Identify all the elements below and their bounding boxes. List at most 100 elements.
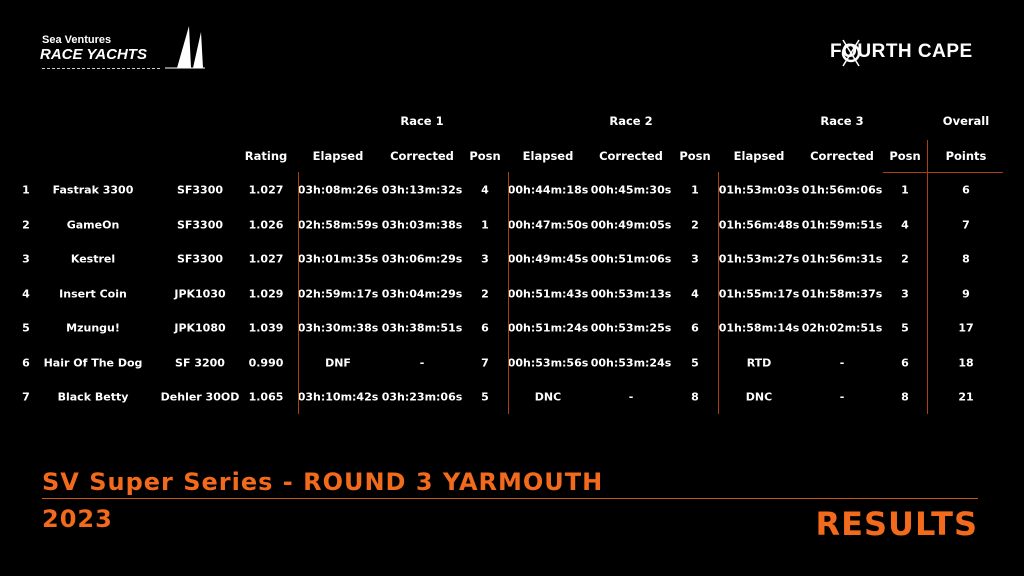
cell-r1-elapsed: 02h:59m:17s	[297, 287, 379, 301]
cell-r3-posn: 4	[901, 218, 909, 232]
compass-icon	[841, 39, 861, 67]
results-label: RESULTS	[815, 505, 978, 543]
cell-boat-name: GameOn	[66, 218, 120, 232]
cell-r2-elapsed: DNC	[534, 390, 562, 404]
cell-r3-elapsed: RTD	[746, 356, 772, 370]
points-header-divider	[883, 172, 1003, 173]
cell-boat-name: Black Betty	[57, 390, 129, 404]
cell-r3-posn: 1	[901, 183, 909, 197]
race-header: Race 1	[400, 114, 444, 128]
cell-r2-posn: 8	[691, 390, 699, 404]
cell-boat-name: Insert Coin	[59, 287, 127, 301]
cell-class: SF3300	[176, 183, 224, 197]
column-header: Posn	[679, 149, 711, 163]
cell-points: 17	[958, 321, 974, 335]
footer-divider	[42, 498, 978, 499]
cell-r2-corrected: -	[628, 390, 634, 404]
cell-position: 1	[22, 183, 30, 197]
cell-r1-elapsed: DNF	[325, 356, 351, 370]
cell-r1-posn: 2	[481, 287, 489, 301]
cell-r3-elapsed: 01h:56m:48s	[718, 218, 800, 232]
cell-r2-posn: 1	[691, 183, 699, 197]
cell-boat-name: Fastrak 3300	[52, 183, 134, 197]
cell-r1-posn: 1	[481, 218, 489, 232]
cell-rating: 1.027	[248, 252, 284, 266]
cell-position: 2	[22, 218, 30, 232]
cell-r1-corrected: 03h:23m:06s	[381, 390, 463, 404]
cell-points: 7	[962, 218, 970, 232]
cell-rating: 1.029	[248, 287, 284, 301]
cell-r3-corrected: -	[839, 356, 845, 370]
cell-position: 5	[22, 321, 30, 335]
cell-boat-name: Kestrel	[70, 252, 116, 266]
cell-r1-corrected: -	[419, 356, 425, 370]
column-header: Corrected	[810, 149, 874, 163]
cell-r3-posn: 3	[901, 287, 909, 301]
cell-r3-corrected: 01h:59m:51s	[801, 218, 883, 232]
cell-position: 6	[22, 356, 30, 370]
cell-r3-elapsed: 01h:53m:03s	[718, 183, 800, 197]
cell-r1-posn: 3	[481, 252, 489, 266]
cell-rating: 1.039	[248, 321, 284, 335]
cell-r2-elapsed: 00h:44m:18s	[507, 183, 589, 197]
cell-position: 7	[22, 390, 30, 404]
cell-class: Dehler 30OD	[160, 390, 240, 404]
column-header: Posn	[469, 149, 501, 163]
cell-r1-posn: 4	[481, 183, 489, 197]
cell-r2-corrected: 00h:51m:06s	[590, 252, 672, 266]
column-header: Rating	[244, 149, 288, 163]
cell-r2-posn: 2	[691, 218, 699, 232]
cell-points: 21	[958, 390, 974, 404]
column-divider	[298, 172, 299, 414]
cell-r3-elapsed: 01h:53m:27s	[718, 252, 800, 266]
cell-r3-posn: 6	[901, 356, 909, 370]
cell-class: SF3300	[176, 218, 224, 232]
cell-r1-corrected: 03h:06m:29s	[381, 252, 463, 266]
logo-line1: Sea Ventures	[42, 34, 112, 46]
cell-r2-elapsed: 00h:49m:45s	[507, 252, 589, 266]
cell-rating: 1.026	[248, 218, 284, 232]
cell-r2-elapsed: 00h:53m:56s	[507, 356, 589, 370]
cell-class: SF 3200	[175, 356, 225, 370]
cell-r3-posn: 2	[901, 252, 909, 266]
cell-r2-elapsed: 00h:47m:50s	[507, 218, 589, 232]
cell-r1-elapsed: 03h:08m:26s	[297, 183, 379, 197]
cell-r3-elapsed: DNC	[745, 390, 773, 404]
cell-rating: 0.990	[248, 356, 284, 370]
logo-line2: RACE YACHTS	[40, 46, 147, 63]
cell-r2-posn: 5	[691, 356, 699, 370]
cell-rating: 1.027	[248, 183, 284, 197]
cell-r1-corrected: 03h:03m:38s	[381, 218, 463, 232]
column-header: Corrected	[390, 149, 454, 163]
cell-r2-corrected: 00h:53m:13s	[590, 287, 672, 301]
cell-r3-corrected: 02h:02m:51s	[801, 321, 883, 335]
series-title: SV Super Series - ROUND 3 YARMOUTH	[42, 468, 604, 496]
cell-r2-posn: 4	[691, 287, 699, 301]
cell-r1-elapsed: 02h:58m:59s	[297, 218, 379, 232]
cell-class: JPK1080	[174, 321, 226, 335]
race-header: Overall	[942, 114, 990, 128]
cell-boat-name: Hair Of The Dog	[43, 356, 143, 370]
cell-position: 3	[22, 252, 30, 266]
sail-icon	[165, 26, 205, 69]
year: 2023	[42, 505, 113, 533]
column-divider	[927, 140, 928, 414]
cell-points: 8	[962, 252, 970, 266]
cell-r2-corrected: 00h:49m:05s	[590, 218, 672, 232]
column-header: Elapsed	[312, 149, 364, 163]
cell-r1-corrected: 03h:04m:29s	[381, 287, 463, 301]
race-header: Race 3	[820, 114, 864, 128]
cell-points: 9	[962, 287, 970, 301]
cell-r3-corrected: 01h:58m:37s	[801, 287, 883, 301]
cell-r2-corrected: 00h:53m:24s	[590, 356, 672, 370]
cell-class: JPK1030	[174, 287, 226, 301]
cell-r3-corrected: -	[839, 390, 845, 404]
cell-r1-posn: 5	[481, 390, 489, 404]
cell-r1-corrected: 03h:13m:32s	[381, 183, 463, 197]
cell-r3-elapsed: 01h:58m:14s	[718, 321, 800, 335]
cell-boat-name: Mzungu!	[66, 321, 120, 335]
column-header: Corrected	[599, 149, 663, 163]
column-header: Elapsed	[733, 149, 785, 163]
cell-r1-elapsed: 03h:01m:35s	[297, 252, 379, 266]
cell-r1-elapsed: 03h:30m:38s	[297, 321, 379, 335]
